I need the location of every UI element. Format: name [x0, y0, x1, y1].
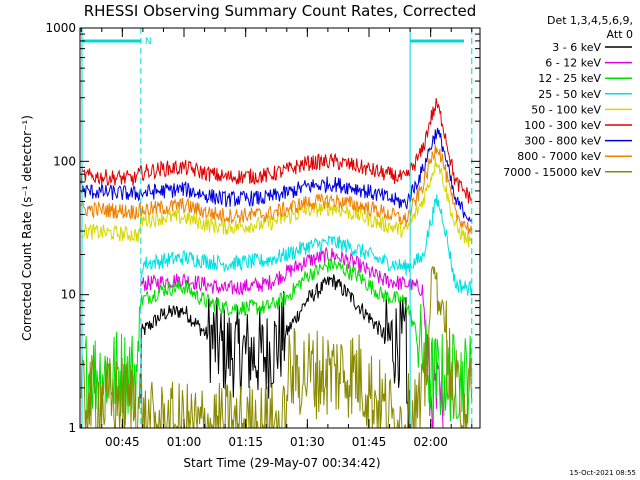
y-tick-label-3: 100	[53, 154, 76, 168]
series-line-7	[80, 127, 473, 222]
legend-header-2: Att 0	[607, 28, 633, 41]
x-tick-label-6: 02:00	[413, 435, 448, 449]
legend-label-7: 300 - 800 keV	[524, 135, 601, 148]
y-tick-label-4: 1000	[45, 21, 76, 35]
series-line-2	[140, 246, 444, 428]
legend-header-1: Det 1,3,4,5,6,9,	[547, 14, 633, 27]
chart-title: RHESSI Observing Summary Count Rates, Co…	[84, 2, 477, 20]
legend-label-4: 25 - 50 keV	[538, 88, 601, 101]
series-line-5	[80, 156, 473, 248]
plot-frame	[79, 27, 481, 429]
y-tick-label-1: 1	[68, 421, 76, 435]
timestamp: 15-Oct-2021 08:55	[570, 469, 636, 477]
series-line-9	[80, 265, 473, 428]
legend-label-5: 50 - 100 keV	[531, 103, 601, 116]
x-tick-label-2: 01:00	[167, 435, 202, 449]
x-tick-label-3: 01:15	[228, 435, 263, 449]
series-traces	[80, 98, 473, 428]
x-tick-label-4: 01:30	[290, 435, 325, 449]
x-tick-label-5: 01:45	[352, 435, 387, 449]
legend-label-6: 100 - 300 keV	[524, 119, 601, 132]
x-tick-label-1: 00:45	[105, 435, 140, 449]
series-line-1	[140, 274, 411, 428]
series-line-3	[84, 257, 473, 424]
legend-label-3: 12 - 25 keV	[538, 72, 601, 85]
series-line-4	[140, 194, 473, 296]
night-marker-label: N	[145, 37, 152, 47]
series-line-6	[80, 98, 473, 204]
plot-area: N 1 10 100 1000 00:45 01:00 01:15 01:30 01:45 02:0…	[45, 21, 481, 449]
legend: Det 1,3,4,5,6,9,Att 0 3 - 6 keV 6 - 12 keV…	[503, 14, 633, 179]
y-axis-label: Corrected Count Rate (s⁻¹ detector⁻¹)	[20, 115, 34, 341]
legend-label-1: 3 - 6 keV	[552, 41, 601, 54]
legend-label-2: 6 - 12 keV	[545, 57, 601, 70]
legend-label-8: 800 - 7000 keV	[517, 150, 601, 163]
legend-label-9: 7000 - 15000 keV	[503, 166, 601, 179]
y-tick-label-2: 10	[61, 288, 76, 302]
series-line-8	[80, 144, 473, 235]
x-axis-label: Start Time (29-May-07 00:34:42)	[183, 456, 380, 470]
